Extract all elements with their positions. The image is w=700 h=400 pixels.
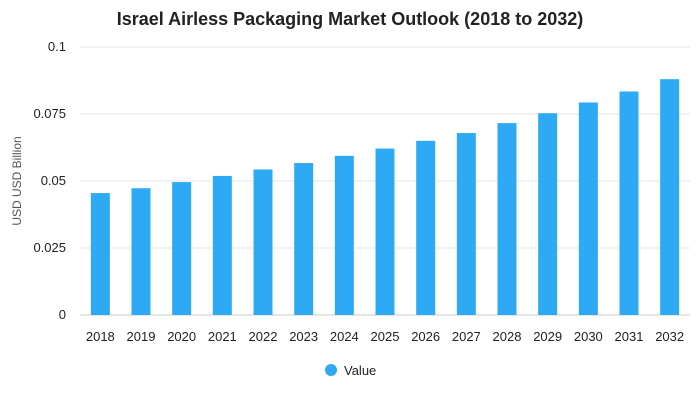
x-tick-label: 2020 — [167, 329, 196, 344]
x-tick-label: 2024 — [330, 329, 359, 344]
bar-2032[interactable] — [660, 79, 680, 315]
bar-2025[interactable] — [375, 148, 395, 315]
y-tick-labels: 0 0.025 0.05 0.075 0.1 — [33, 39, 66, 322]
chart-title: Israel Airless Packaging Market Outlook … — [117, 9, 584, 29]
x-tick-label: 2018 — [86, 329, 115, 344]
bar-2024[interactable] — [334, 155, 354, 315]
bars — [90, 79, 680, 315]
x-tick-label: 2026 — [411, 329, 440, 344]
x-tick-label: 2032 — [655, 329, 684, 344]
y-axis-label: USD USD Billion — [10, 136, 24, 225]
legend-swatch — [325, 364, 337, 376]
x-tick-label: 2027 — [452, 329, 481, 344]
x-tick-label: 2028 — [493, 329, 522, 344]
x-tick-label: 2021 — [208, 329, 237, 344]
y-tick-label: 0.075 — [33, 106, 66, 121]
x-tick-label: 2031 — [615, 329, 644, 344]
legend[interactable]: Value — [325, 363, 376, 378]
x-tick-label: 2029 — [533, 329, 562, 344]
bar-2028[interactable] — [497, 123, 517, 315]
x-tick-label: 2019 — [127, 329, 156, 344]
bar-2021[interactable] — [212, 175, 232, 315]
x-tick-label: 2023 — [289, 329, 318, 344]
x-tick-label: 2022 — [249, 329, 278, 344]
bar-2030[interactable] — [578, 102, 598, 315]
bar-2023[interactable] — [294, 163, 314, 315]
bar-2018[interactable] — [90, 193, 110, 315]
bar-2022[interactable] — [253, 169, 273, 315]
y-tick-label: 0.025 — [33, 240, 66, 255]
bar-2029[interactable] — [538, 113, 558, 315]
bar-2020[interactable] — [172, 182, 192, 315]
bar-2027[interactable] — [456, 133, 476, 315]
y-tick-label: 0.05 — [41, 173, 66, 188]
bar-2026[interactable] — [416, 140, 436, 315]
y-tick-label: 0.1 — [48, 39, 66, 54]
x-tick-label: 2030 — [574, 329, 603, 344]
bar-2031[interactable] — [619, 91, 639, 315]
bar-2019[interactable] — [131, 188, 151, 315]
legend-label: Value — [344, 363, 376, 378]
x-tick-label: 2025 — [371, 329, 400, 344]
y-tick-label: 0 — [59, 307, 66, 322]
x-tick-labels: 2018 2019 2020 2021 2022 2023 2024 2025 2026 2027… — [86, 329, 684, 344]
